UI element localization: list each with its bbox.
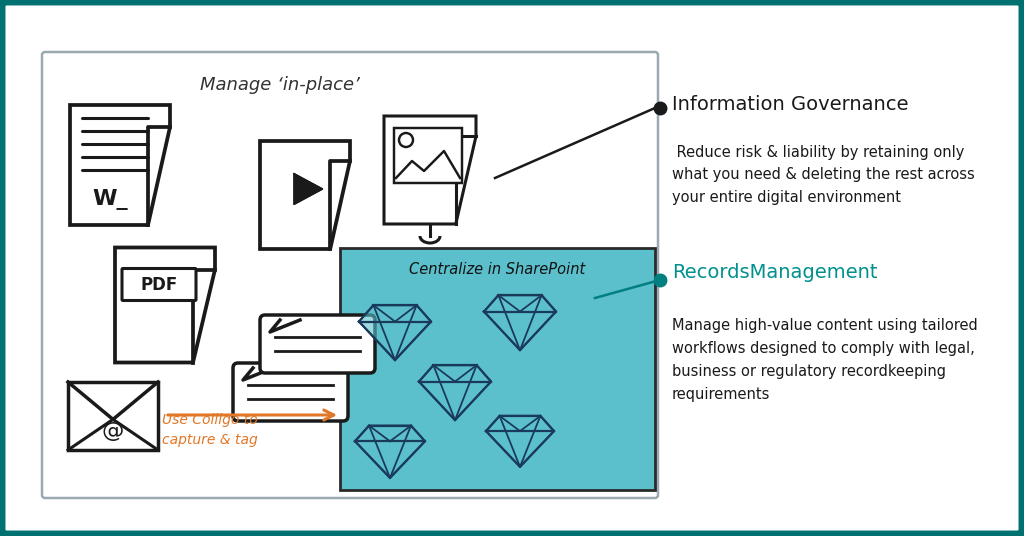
FancyBboxPatch shape [340, 248, 655, 490]
Text: Use Colligo to
capture & tag: Use Colligo to capture & tag [162, 413, 258, 446]
Polygon shape [294, 174, 323, 204]
FancyBboxPatch shape [233, 363, 348, 421]
PathPatch shape [260, 141, 350, 249]
Polygon shape [243, 368, 273, 380]
Text: Manage ‘in-place’: Manage ‘in-place’ [200, 76, 360, 94]
PathPatch shape [70, 105, 170, 225]
Text: RecordsManagement: RecordsManagement [672, 263, 878, 281]
FancyBboxPatch shape [260, 315, 375, 373]
Polygon shape [486, 416, 554, 467]
Bar [394, 128, 462, 183]
Polygon shape [359, 305, 431, 360]
Text: @: @ [101, 421, 124, 441]
Polygon shape [419, 365, 490, 420]
Polygon shape [355, 426, 425, 478]
Polygon shape [270, 320, 300, 332]
FancyBboxPatch shape [122, 269, 196, 301]
FancyBboxPatch shape [42, 52, 658, 498]
Text: W_: W_ [92, 190, 128, 211]
Text: Reduce risk & liability by retaining only
what you need & deleting the rest acro: Reduce risk & liability by retaining onl… [672, 145, 975, 205]
Text: Manage high-value content using tailored
workflows designed to comply with legal: Manage high-value content using tailored… [672, 318, 978, 401]
PathPatch shape [115, 248, 215, 362]
Text: Centralize in SharePoint: Centralize in SharePoint [409, 263, 585, 278]
Text: Information Governance: Information Governance [672, 95, 908, 115]
Polygon shape [484, 295, 556, 350]
FancyBboxPatch shape [68, 382, 158, 450]
PathPatch shape [384, 116, 476, 224]
Text: PDF: PDF [140, 276, 177, 294]
